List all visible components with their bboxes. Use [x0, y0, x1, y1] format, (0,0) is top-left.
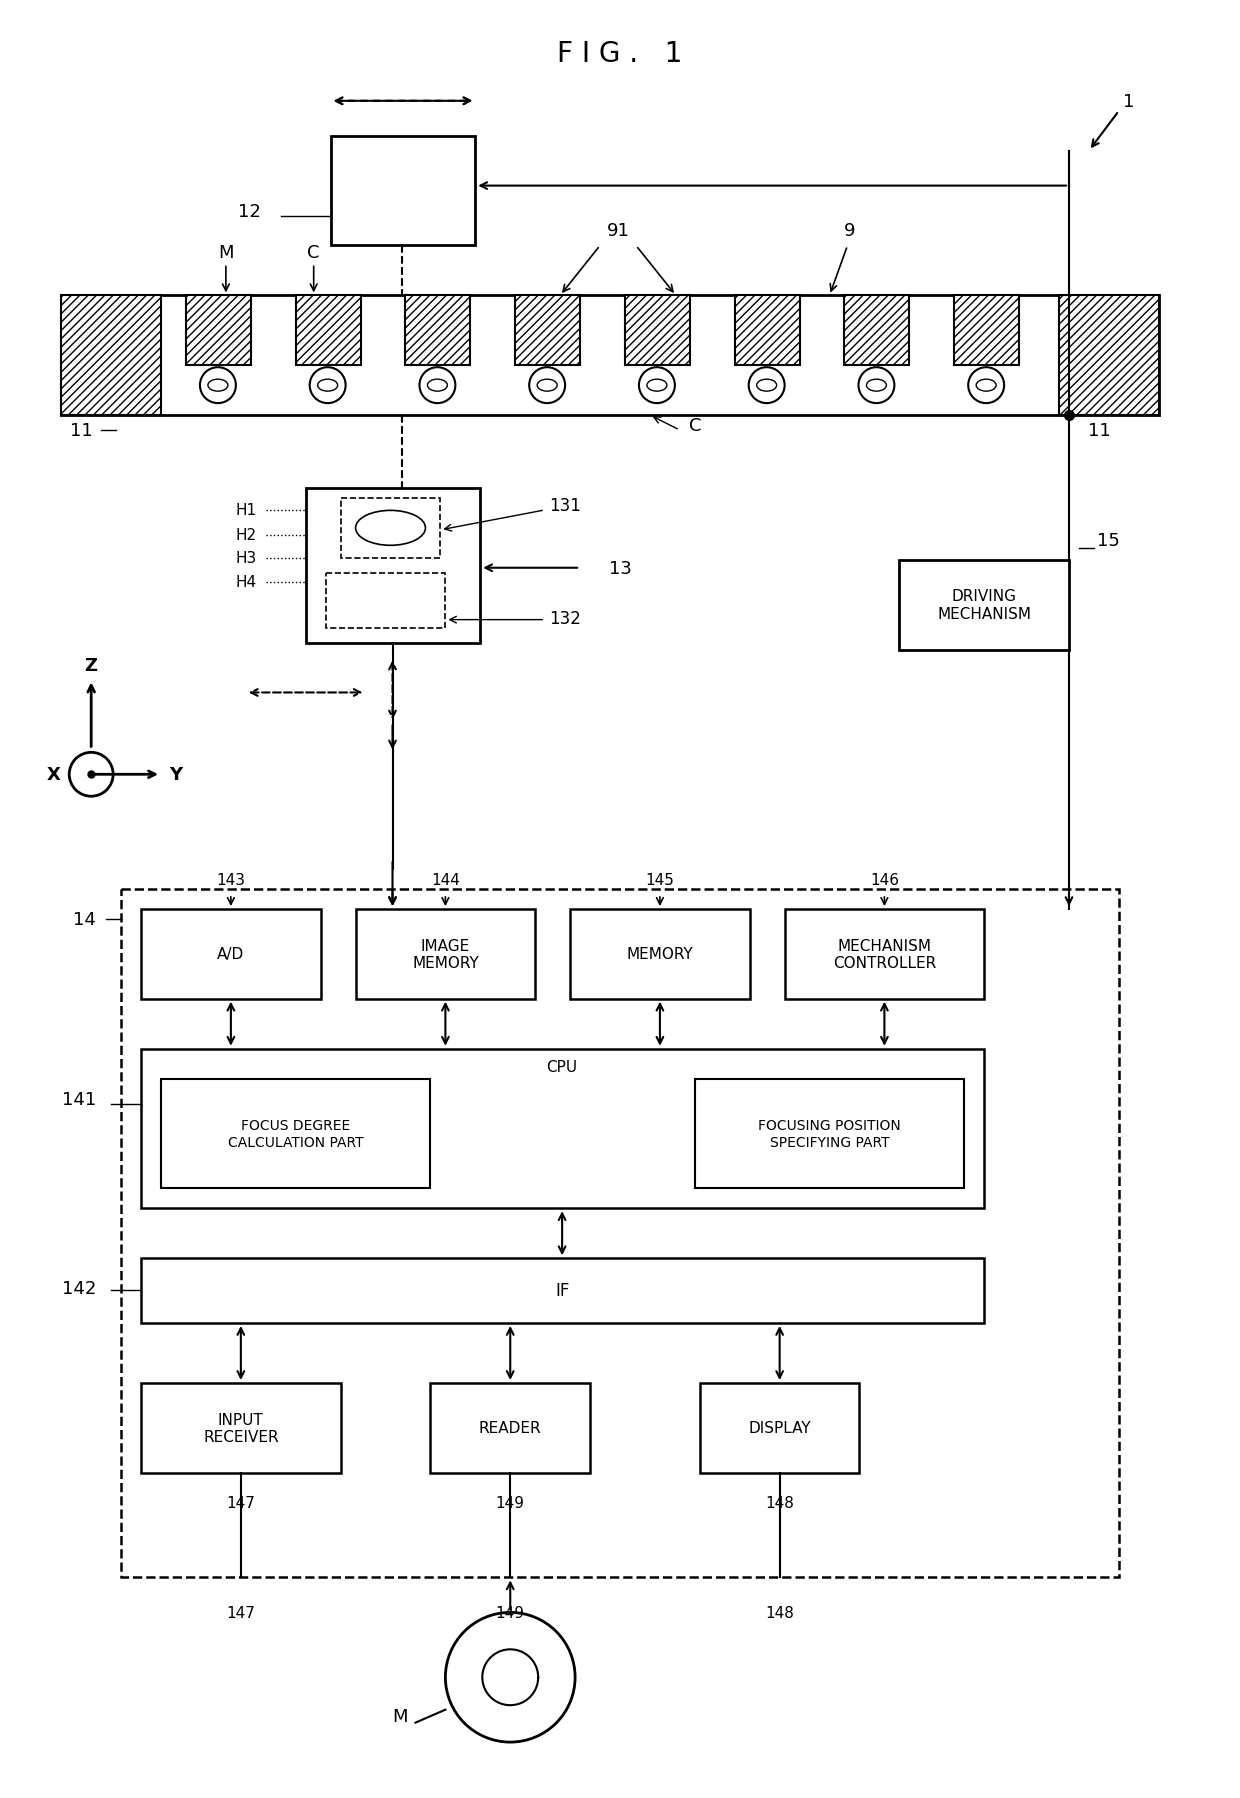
Text: 1: 1 [1123, 93, 1135, 111]
Bar [785, 910, 985, 1000]
Circle shape [445, 1613, 575, 1742]
Text: 11: 11 [1087, 423, 1110, 441]
Text: 132: 132 [549, 610, 582, 628]
Bar [844, 297, 909, 367]
Text: FOCUS DEGREE
CALCULATION PART: FOCUS DEGREE CALCULATION PART [228, 1118, 363, 1149]
Text: MECHANISM
CONTROLLER: MECHANISM CONTROLLER [833, 939, 936, 971]
Text: 147: 147 [227, 1606, 255, 1620]
Text: 9: 9 [843, 223, 856, 241]
Bar [735, 297, 800, 367]
Text: 141: 141 [62, 1090, 97, 1108]
Text: 145: 145 [646, 872, 675, 886]
Text: DRIVING
MECHANISM: DRIVING MECHANISM [937, 590, 1032, 622]
Text: 142: 142 [62, 1280, 97, 1298]
Text: MEMORY: MEMORY [626, 948, 693, 962]
Text: IMAGE
MEMORY: IMAGE MEMORY [412, 939, 479, 971]
Text: FOCUSING POSITION
SPECIFYING PART: FOCUSING POSITION SPECIFYING PART [758, 1118, 901, 1149]
Text: 146: 146 [870, 872, 899, 886]
Bar [625, 297, 689, 367]
Text: 91: 91 [606, 223, 630, 241]
Bar [356, 910, 536, 1000]
Text: H3: H3 [236, 550, 257, 566]
Text: 15: 15 [1097, 532, 1120, 550]
Text: X: X [46, 766, 61, 784]
Bar [306, 489, 480, 644]
Bar [570, 910, 750, 1000]
Bar [326, 574, 445, 628]
Text: 147: 147 [227, 1496, 255, 1510]
Bar [955, 297, 1019, 367]
Text: 148: 148 [765, 1496, 794, 1510]
Bar [699, 1383, 859, 1473]
Text: 14: 14 [73, 910, 97, 928]
Text: READER: READER [479, 1420, 542, 1435]
Text: 13: 13 [609, 559, 631, 577]
Text: M: M [393, 1708, 408, 1726]
Bar [186, 297, 250, 367]
Bar [341, 498, 440, 559]
Bar [899, 561, 1069, 651]
Bar [694, 1079, 965, 1188]
Text: C: C [688, 417, 701, 435]
Text: A/D: A/D [217, 948, 244, 962]
Text: Y: Y [170, 766, 182, 784]
Text: H4: H4 [236, 575, 257, 590]
Text: 149: 149 [496, 1606, 525, 1620]
Text: IF: IF [556, 1282, 569, 1300]
Text: 11: 11 [69, 423, 93, 441]
Bar [141, 1048, 985, 1208]
Text: H2: H2 [236, 529, 257, 543]
Text: 131: 131 [549, 496, 582, 514]
Text: 143: 143 [216, 872, 246, 886]
Text: 144: 144 [432, 872, 460, 886]
Text: 12: 12 [238, 203, 260, 221]
Text: H1: H1 [236, 503, 257, 518]
Text: M: M [218, 245, 233, 263]
Bar [141, 910, 321, 1000]
Text: INPUT
RECEIVER: INPUT RECEIVER [203, 1411, 279, 1444]
Text: Z: Z [84, 656, 98, 674]
Text: 148: 148 [765, 1606, 794, 1620]
Bar [122, 890, 1118, 1577]
Text: 149: 149 [496, 1496, 525, 1510]
Text: DISPLAY: DISPLAY [748, 1420, 811, 1435]
Bar [405, 297, 470, 367]
Bar [295, 297, 361, 367]
Text: CPU: CPU [547, 1059, 578, 1075]
Bar [516, 297, 580, 367]
Bar [141, 1383, 341, 1473]
Text: F I G .   1: F I G . 1 [557, 40, 683, 68]
Bar [1059, 297, 1159, 415]
Bar [61, 297, 161, 415]
Bar [161, 1079, 430, 1188]
Bar [141, 1259, 985, 1323]
Bar [331, 137, 475, 246]
Text: C: C [308, 245, 320, 263]
Bar [430, 1383, 590, 1473]
Bar [61, 297, 1159, 415]
